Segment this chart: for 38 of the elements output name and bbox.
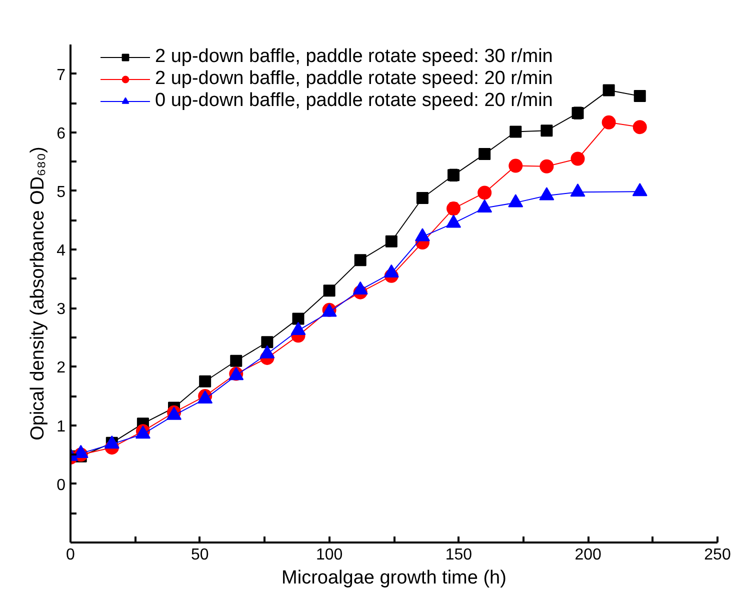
y-tick-label: 5 — [56, 184, 66, 201]
y-tick-label: 6 — [56, 125, 66, 142]
point — [602, 84, 615, 96]
point — [602, 115, 616, 130]
y-tick-label: 4 — [56, 242, 66, 260]
point — [634, 90, 646, 102]
point — [323, 284, 336, 297]
y-axis-title: Opical density (absorbance OD₆₈₀) — [28, 146, 49, 440]
point — [354, 254, 366, 266]
y-tick-label: 7 — [56, 66, 66, 84]
point — [292, 312, 304, 325]
point — [261, 336, 274, 348]
legend-label: 0 up-down baffle, paddle rotate speed: 20 r/min — [155, 90, 553, 112]
point — [385, 235, 398, 248]
x-axis-title: Microalgae growth time (h) — [282, 568, 506, 588]
point — [446, 202, 461, 216]
point — [540, 159, 554, 174]
x-tick-label: 50 — [191, 546, 209, 564]
point — [416, 192, 428, 204]
point — [632, 120, 647, 134]
y-tick-label: 0 — [56, 476, 66, 494]
point — [508, 158, 523, 173]
point — [540, 124, 553, 137]
point — [478, 148, 491, 160]
x-tick-label: 200 — [574, 546, 602, 564]
legend-label: 2 up-down baffle, paddle rotate speed: 30 r/min — [155, 46, 553, 68]
point — [570, 152, 585, 166]
x-tick-label: 250 — [704, 546, 731, 564]
point — [230, 354, 242, 367]
x-tick-label: 150 — [445, 546, 472, 564]
y-tick-label: 3 — [56, 301, 66, 318]
legend-label: 2 up-down baffle, paddle rotate speed: 20 r/min — [155, 68, 553, 90]
y-tick-label: 2 — [56, 360, 66, 377]
x-tick-label: 100 — [316, 546, 343, 564]
point — [478, 186, 492, 200]
point — [510, 126, 522, 138]
y-tick-label: 1 — [56, 418, 66, 436]
point — [199, 375, 212, 388]
